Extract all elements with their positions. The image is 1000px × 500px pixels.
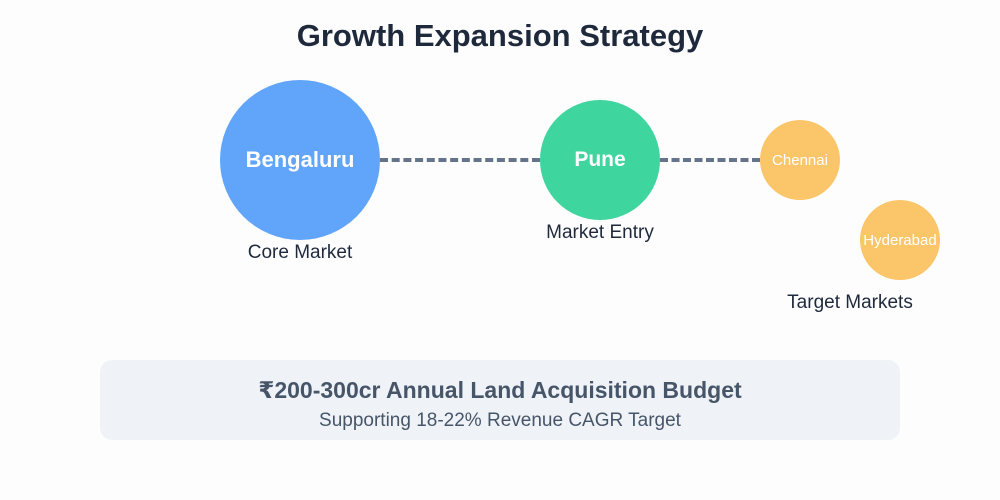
connector-bengaluru-pune: [380, 158, 540, 162]
node-pune-label: Pune: [574, 148, 626, 171]
node-bengaluru-label: Bengaluru: [245, 147, 355, 172]
node-chennai-label: Chennai: [772, 151, 828, 169]
caption-core-market: Core Market: [247, 242, 353, 263]
caption-target-markets: Target Markets: [787, 292, 913, 313]
budget-title: ₹200-300cr Annual Land Acquisition Budge…: [258, 377, 742, 403]
diagram-title: Growth Expansion Strategy: [296, 18, 704, 53]
node-pune: Pune: [540, 100, 660, 220]
caption-market-entry: Market Entry: [546, 222, 654, 243]
budget-subtitle: Supporting 18-22% Revenue CAGR Target: [319, 410, 681, 431]
node-hyderabad: Hyderabad: [860, 200, 940, 280]
node-bengaluru: Bengaluru: [220, 80, 380, 240]
connector-pune-chennai: [660, 158, 760, 162]
node-chennai: Chennai: [760, 120, 840, 200]
budget-panel: ₹200-300cr Annual Land Acquisition Budge…: [100, 360, 900, 440]
node-hyderabad-label: Hyderabad: [863, 231, 937, 249]
